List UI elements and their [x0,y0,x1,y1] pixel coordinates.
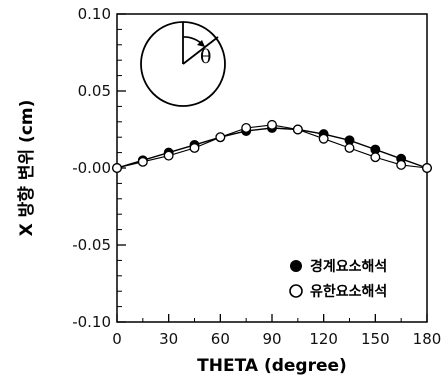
x-axis-title: THETA (degree) [197,356,347,376]
y-tick-label: -0.05 [72,236,111,254]
x-tick-label: 120 [309,330,338,348]
x-tick-labels: 0 30 60 90 120 150 180 [112,330,441,348]
legend: 경계요소해석 유한요소해석 [289,258,387,300]
data-point-open [396,159,407,170]
y-axis-title: X 방향 변위 (cm) [16,100,37,237]
data-point-open [137,156,148,167]
y-tick-label: 0.05 [78,82,111,100]
data-point-open [292,124,303,135]
x-tick-label: 90 [262,330,281,348]
data-point-open [215,132,226,143]
data-point-open [318,133,329,144]
inset-diagram: θ [140,21,226,107]
y-tick-label: -0.00 [72,159,111,177]
series-line-1 [116,127,428,169]
legend-marker-filled [290,260,302,272]
x-tick-label: 180 [413,330,442,348]
legend-marker-open [289,284,303,298]
x-tick-label: 60 [211,330,230,348]
data-point-open [112,163,122,173]
data-point-open [189,143,200,153]
y-tick-label: 0.10 [78,5,111,23]
x-tick-label: 150 [361,330,390,348]
series-points [112,119,432,173]
data-point-open [422,163,432,173]
x-tick-label: 30 [159,330,178,348]
data-point-open [370,152,381,163]
y-tick-label: -0.10 [72,313,111,331]
legend-label-series-2: 유한요소해석 [310,284,387,300]
x-tick-label: 0 [112,330,122,348]
data-point-open [241,123,252,133]
data-point-open [344,143,355,153]
data-point-open [267,119,277,130]
inset-arrowhead [197,40,205,47]
y-tick-labels: 0.10 0.05 -0.00 -0.05 -0.10 [72,5,111,331]
inset-theta-label: θ [200,46,211,68]
inset-angled-radius [182,36,219,65]
legend-label-series-1: 경계요소해석 [310,258,387,275]
data-point-open [163,150,174,161]
